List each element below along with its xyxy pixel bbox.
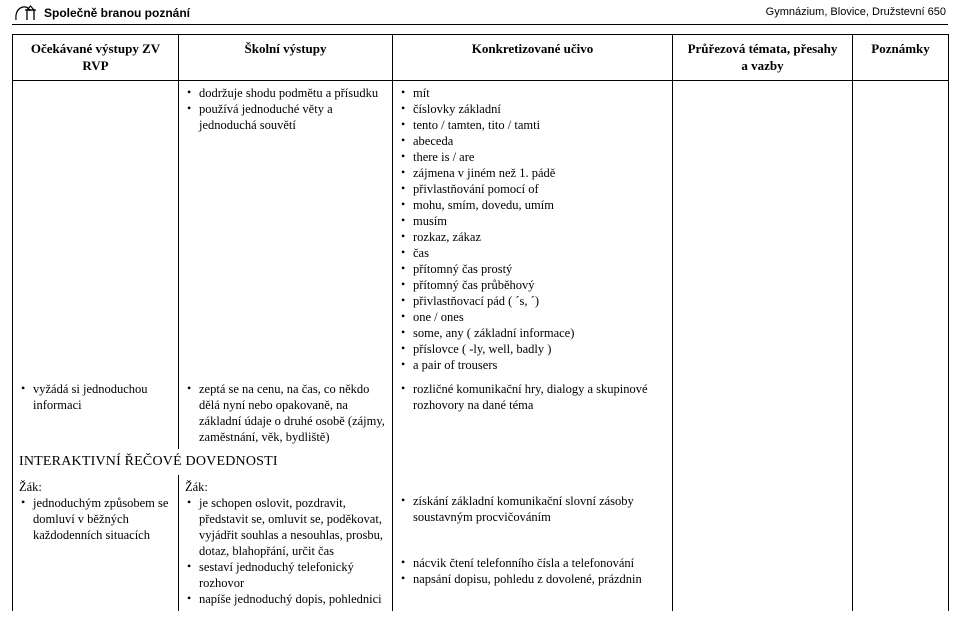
table-header-row: Očekávané výstupy ZV RVP Školní výstupy … bbox=[13, 35, 949, 81]
list-item: přivlastňování pomocí of bbox=[399, 181, 666, 197]
cell-notes bbox=[853, 81, 949, 378]
bullet-list: nácvik čtení telefonního čísla a telefon… bbox=[399, 555, 666, 587]
list-item: používá jednoduché věty a jednoduchá sou… bbox=[185, 101, 386, 133]
list-item: zeptá se na cenu, na čas, co někdo dělá … bbox=[185, 381, 386, 445]
table-row: Žák: jednoduchým způsobem se domluví v b… bbox=[13, 475, 949, 611]
list-item: čas bbox=[399, 245, 666, 261]
bullet-list: mít číslovky základní tento / tamten, ti… bbox=[399, 85, 666, 373]
list-item: one / ones bbox=[399, 309, 666, 325]
cell-expected: vyžádá si jednoduchou informaci bbox=[13, 377, 179, 449]
cell-concretized bbox=[393, 449, 673, 475]
list-item: rozličné komunikační hry, dialogy a skup… bbox=[399, 381, 666, 413]
cell-expected bbox=[13, 81, 179, 378]
th-concretized: Konkretizované učivo bbox=[393, 35, 673, 81]
list-item: musím bbox=[399, 213, 666, 229]
th-cross-topics: Průřezová témata, přesahy a vazby bbox=[673, 35, 853, 81]
cell-cross bbox=[673, 449, 853, 475]
list-item: a pair of trousers bbox=[399, 357, 666, 373]
th-line: Očekávané výstupy ZV bbox=[17, 41, 174, 58]
cell-concretized: získání základní komunikační slovní záso… bbox=[393, 475, 673, 611]
th-expected-outputs: Očekávané výstupy ZV RVP bbox=[13, 35, 179, 81]
cell-cross bbox=[673, 475, 853, 611]
spacer bbox=[399, 525, 666, 555]
list-item: napíše jednoduchý dopis, pohlednici bbox=[185, 591, 386, 607]
cell-cross bbox=[673, 81, 853, 378]
list-item: sestaví jednoduchý telefonický rozhovor bbox=[185, 559, 386, 591]
cell-notes bbox=[853, 475, 949, 611]
zak-label: Žák: bbox=[19, 479, 172, 495]
logo-icon bbox=[14, 4, 40, 22]
list-item: nácvik čtení telefonního čísla a telefon… bbox=[399, 555, 666, 571]
cell-expected: Žák: jednoduchým způsobem se domluví v b… bbox=[13, 475, 179, 611]
bullet-list: jednoduchým způsobem se domluví v běžnýc… bbox=[19, 495, 172, 543]
list-item: mít bbox=[399, 85, 666, 101]
list-item: dodržuje shodu podmětu a přísudku bbox=[185, 85, 386, 101]
list-item: some, any ( základní informace) bbox=[399, 325, 666, 341]
cell-notes bbox=[853, 449, 949, 475]
list-item: abeceda bbox=[399, 133, 666, 149]
list-item: je schopen oslovit, pozdravit, představi… bbox=[185, 495, 386, 559]
list-item: mohu, smím, dovedu, umím bbox=[399, 197, 666, 213]
list-item: there is / are bbox=[399, 149, 666, 165]
list-item: zájmena v jiném než 1. pádě bbox=[399, 165, 666, 181]
th-notes: Poznámky bbox=[853, 35, 949, 81]
header-left: Společně branou poznání bbox=[14, 4, 190, 22]
list-item: rozkaz, zákaz bbox=[399, 229, 666, 245]
list-item: přivlastňovací pád ( ´s, ´) bbox=[399, 293, 666, 309]
cell-concretized: rozličné komunikační hry, dialogy a skup… bbox=[393, 377, 673, 449]
cell-school: Žák: je schopen oslovit, pozdravit, před… bbox=[179, 475, 393, 611]
list-item: získání základní komunikační slovní záso… bbox=[399, 493, 666, 525]
table-row: vyžádá si jednoduchou informaci zeptá se… bbox=[13, 377, 949, 449]
header-title: Společně branou poznání bbox=[44, 6, 190, 20]
th-school-outputs: Školní výstupy bbox=[179, 35, 393, 81]
header-right: Gymnázium, Blovice, Družstevní 650 bbox=[766, 6, 946, 18]
bullet-list: získání základní komunikační slovní záso… bbox=[399, 493, 666, 525]
cell-concretized: mít číslovky základní tento / tamten, ti… bbox=[393, 81, 673, 378]
list-item: tento / tamten, tito / tamti bbox=[399, 117, 666, 133]
bullet-list: je schopen oslovit, pozdravit, představi… bbox=[185, 495, 386, 607]
cell-notes bbox=[853, 377, 949, 449]
section-heading: INTERAKTIVNÍ ŘEČOVÉ DOVEDNOSTI bbox=[19, 454, 278, 469]
cell-school: dodržuje shodu podmětu a přísudku použív… bbox=[179, 81, 393, 378]
th-line: RVP bbox=[17, 58, 174, 75]
zak-label: Žák: bbox=[185, 479, 386, 495]
list-item: přítomný čas průběhový bbox=[399, 277, 666, 293]
list-item: číslovky základní bbox=[399, 101, 666, 117]
list-item: přítomný čas prostý bbox=[399, 261, 666, 277]
list-item: napsání dopisu, pohledu z dovolené, práz… bbox=[399, 571, 666, 587]
spacer bbox=[399, 479, 666, 493]
bullet-list: vyžádá si jednoduchou informaci bbox=[19, 381, 172, 413]
table-row: dodržuje shodu podmětu a přísudku použív… bbox=[13, 81, 949, 378]
bullet-list: rozličné komunikační hry, dialogy a skup… bbox=[399, 381, 666, 413]
section-heading-cell: INTERAKTIVNÍ ŘEČOVÉ DOVEDNOSTI bbox=[13, 449, 393, 475]
bullet-list: zeptá se na cenu, na čas, co někdo dělá … bbox=[185, 381, 386, 445]
cell-school: zeptá se na cenu, na čas, co někdo dělá … bbox=[179, 377, 393, 449]
list-item: jednoduchým způsobem se domluví v běžnýc… bbox=[19, 495, 172, 543]
section-row: INTERAKTIVNÍ ŘEČOVÉ DOVEDNOSTI bbox=[13, 449, 949, 475]
list-item: příslovce ( -ly, well, badly ) bbox=[399, 341, 666, 357]
bullet-list: dodržuje shodu podmětu a přísudku použív… bbox=[185, 85, 386, 133]
curriculum-table: Očekávané výstupy ZV RVP Školní výstupy … bbox=[12, 34, 949, 611]
th-line: a vazby bbox=[677, 58, 848, 75]
cell-cross bbox=[673, 377, 853, 449]
list-item: vyžádá si jednoduchou informaci bbox=[19, 381, 172, 413]
th-line: Průřezová témata, přesahy bbox=[677, 41, 848, 58]
header-rule bbox=[12, 24, 948, 25]
